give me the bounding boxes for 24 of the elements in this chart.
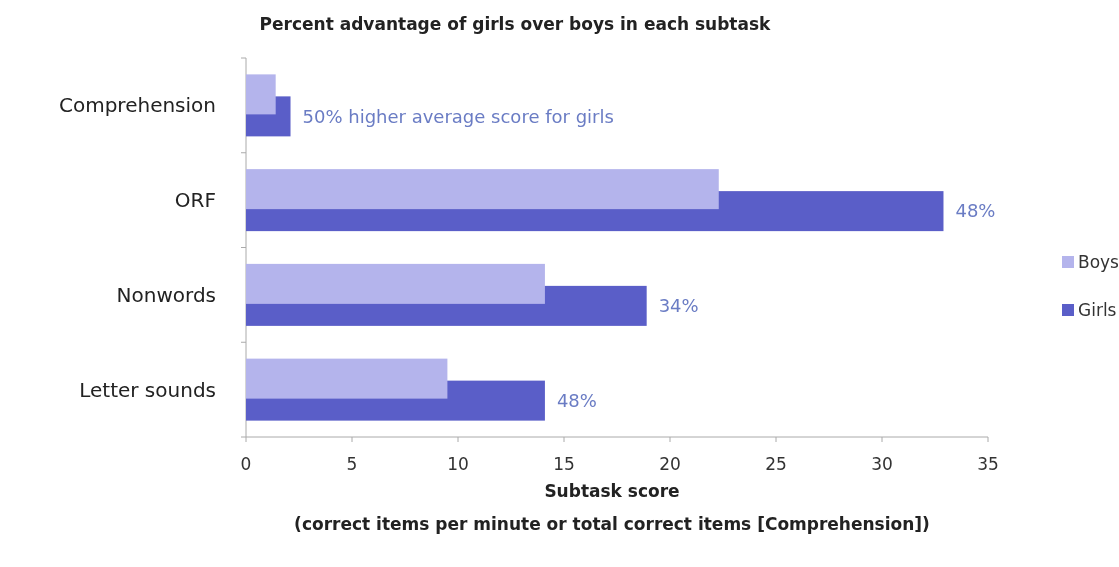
x-tick-label: 30 [871,454,893,474]
x-tick-label: 0 [240,454,252,474]
y-tick-label: Comprehension [58,93,216,118]
x-tick-label: 5 [346,454,358,474]
legend-label: Boys [1078,251,1119,272]
bar [246,263,545,304]
annotation: 48% [955,200,996,222]
x-tick-label: 25 [765,454,787,474]
x-axis-title: Subtask score (correct items per minute or total correct items [Comprehension]) [294,481,930,534]
chart-title: Percent advantage of girls over boys in each subtask [259,14,772,34]
annotation: 34% [658,295,699,317]
x-tick-label: 20 [659,454,681,474]
legend-label: Girls [1078,299,1117,320]
bar [246,169,719,210]
annotation: 48% [556,389,597,411]
y-tick-label: ORF [174,188,216,213]
y-tick-label: Letter sounds [79,377,216,402]
annotation: 50% higher average score for girls [302,105,614,127]
bar [246,74,276,115]
x-tick-label: 10 [447,454,469,474]
y-tick-label: Nonwords [116,282,216,307]
bar [246,358,448,399]
x-tick-label: 35 [977,454,999,474]
x-tick-label: 15 [553,454,575,474]
